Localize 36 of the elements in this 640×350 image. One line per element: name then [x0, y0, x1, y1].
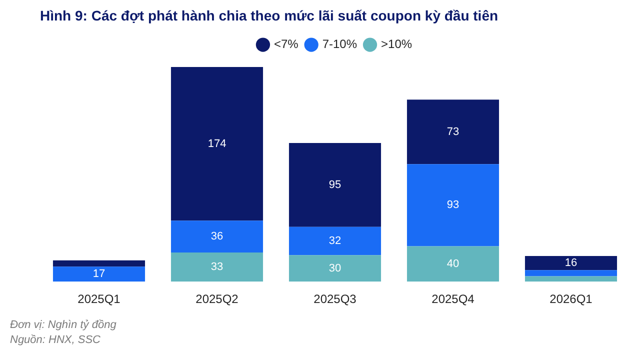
chart-title: Hình 9: Các đợt phát hành chia theo mức lãi suất coupon kỳ đầu tiên — [40, 7, 498, 24]
text: Đơn vị: Nghìn tỷ đồng — [10, 319, 118, 332]
bar — [524, 276, 618, 282]
bar — [170, 66, 264, 221]
x-tick-label: 2025Q1 — [78, 292, 121, 306]
data-label: 174 — [208, 138, 226, 150]
x-tick-label: 2025Q3 — [314, 292, 357, 306]
x-tick-label: 2025Q4 — [432, 292, 475, 306]
bar — [288, 142, 382, 227]
bar — [406, 164, 500, 246]
text: Nguồn: HNX, SSC — [10, 334, 101, 346]
data-label: 95 — [328, 178, 342, 191]
data-label: 32 — [328, 235, 342, 248]
bar — [288, 255, 382, 282]
data-label: 17 — [92, 268, 106, 280]
data-label: 73 — [446, 126, 460, 138]
legend-label: <7% — [274, 37, 299, 52]
x-tick-label: 2026Q1 — [550, 292, 593, 306]
bar — [170, 252, 264, 282]
x-tick-label: 2025Q2 — [196, 292, 239, 306]
bar — [170, 220, 264, 252]
bar — [524, 256, 618, 270]
legend-label: 7-10% — [322, 37, 358, 52]
data-label: 16 — [564, 257, 578, 270]
legend-label: >10% — [381, 37, 412, 52]
bar — [52, 266, 146, 282]
data-label: 33 — [210, 261, 224, 274]
bar — [406, 246, 500, 282]
bar — [406, 100, 500, 164]
data-label: 93 — [446, 199, 460, 212]
bar — [524, 270, 618, 276]
data-label: 40 — [446, 258, 460, 270]
bar — [52, 260, 146, 267]
data-label: 30 — [328, 262, 342, 274]
bar — [288, 226, 382, 256]
data-label: 36 — [210, 230, 224, 243]
